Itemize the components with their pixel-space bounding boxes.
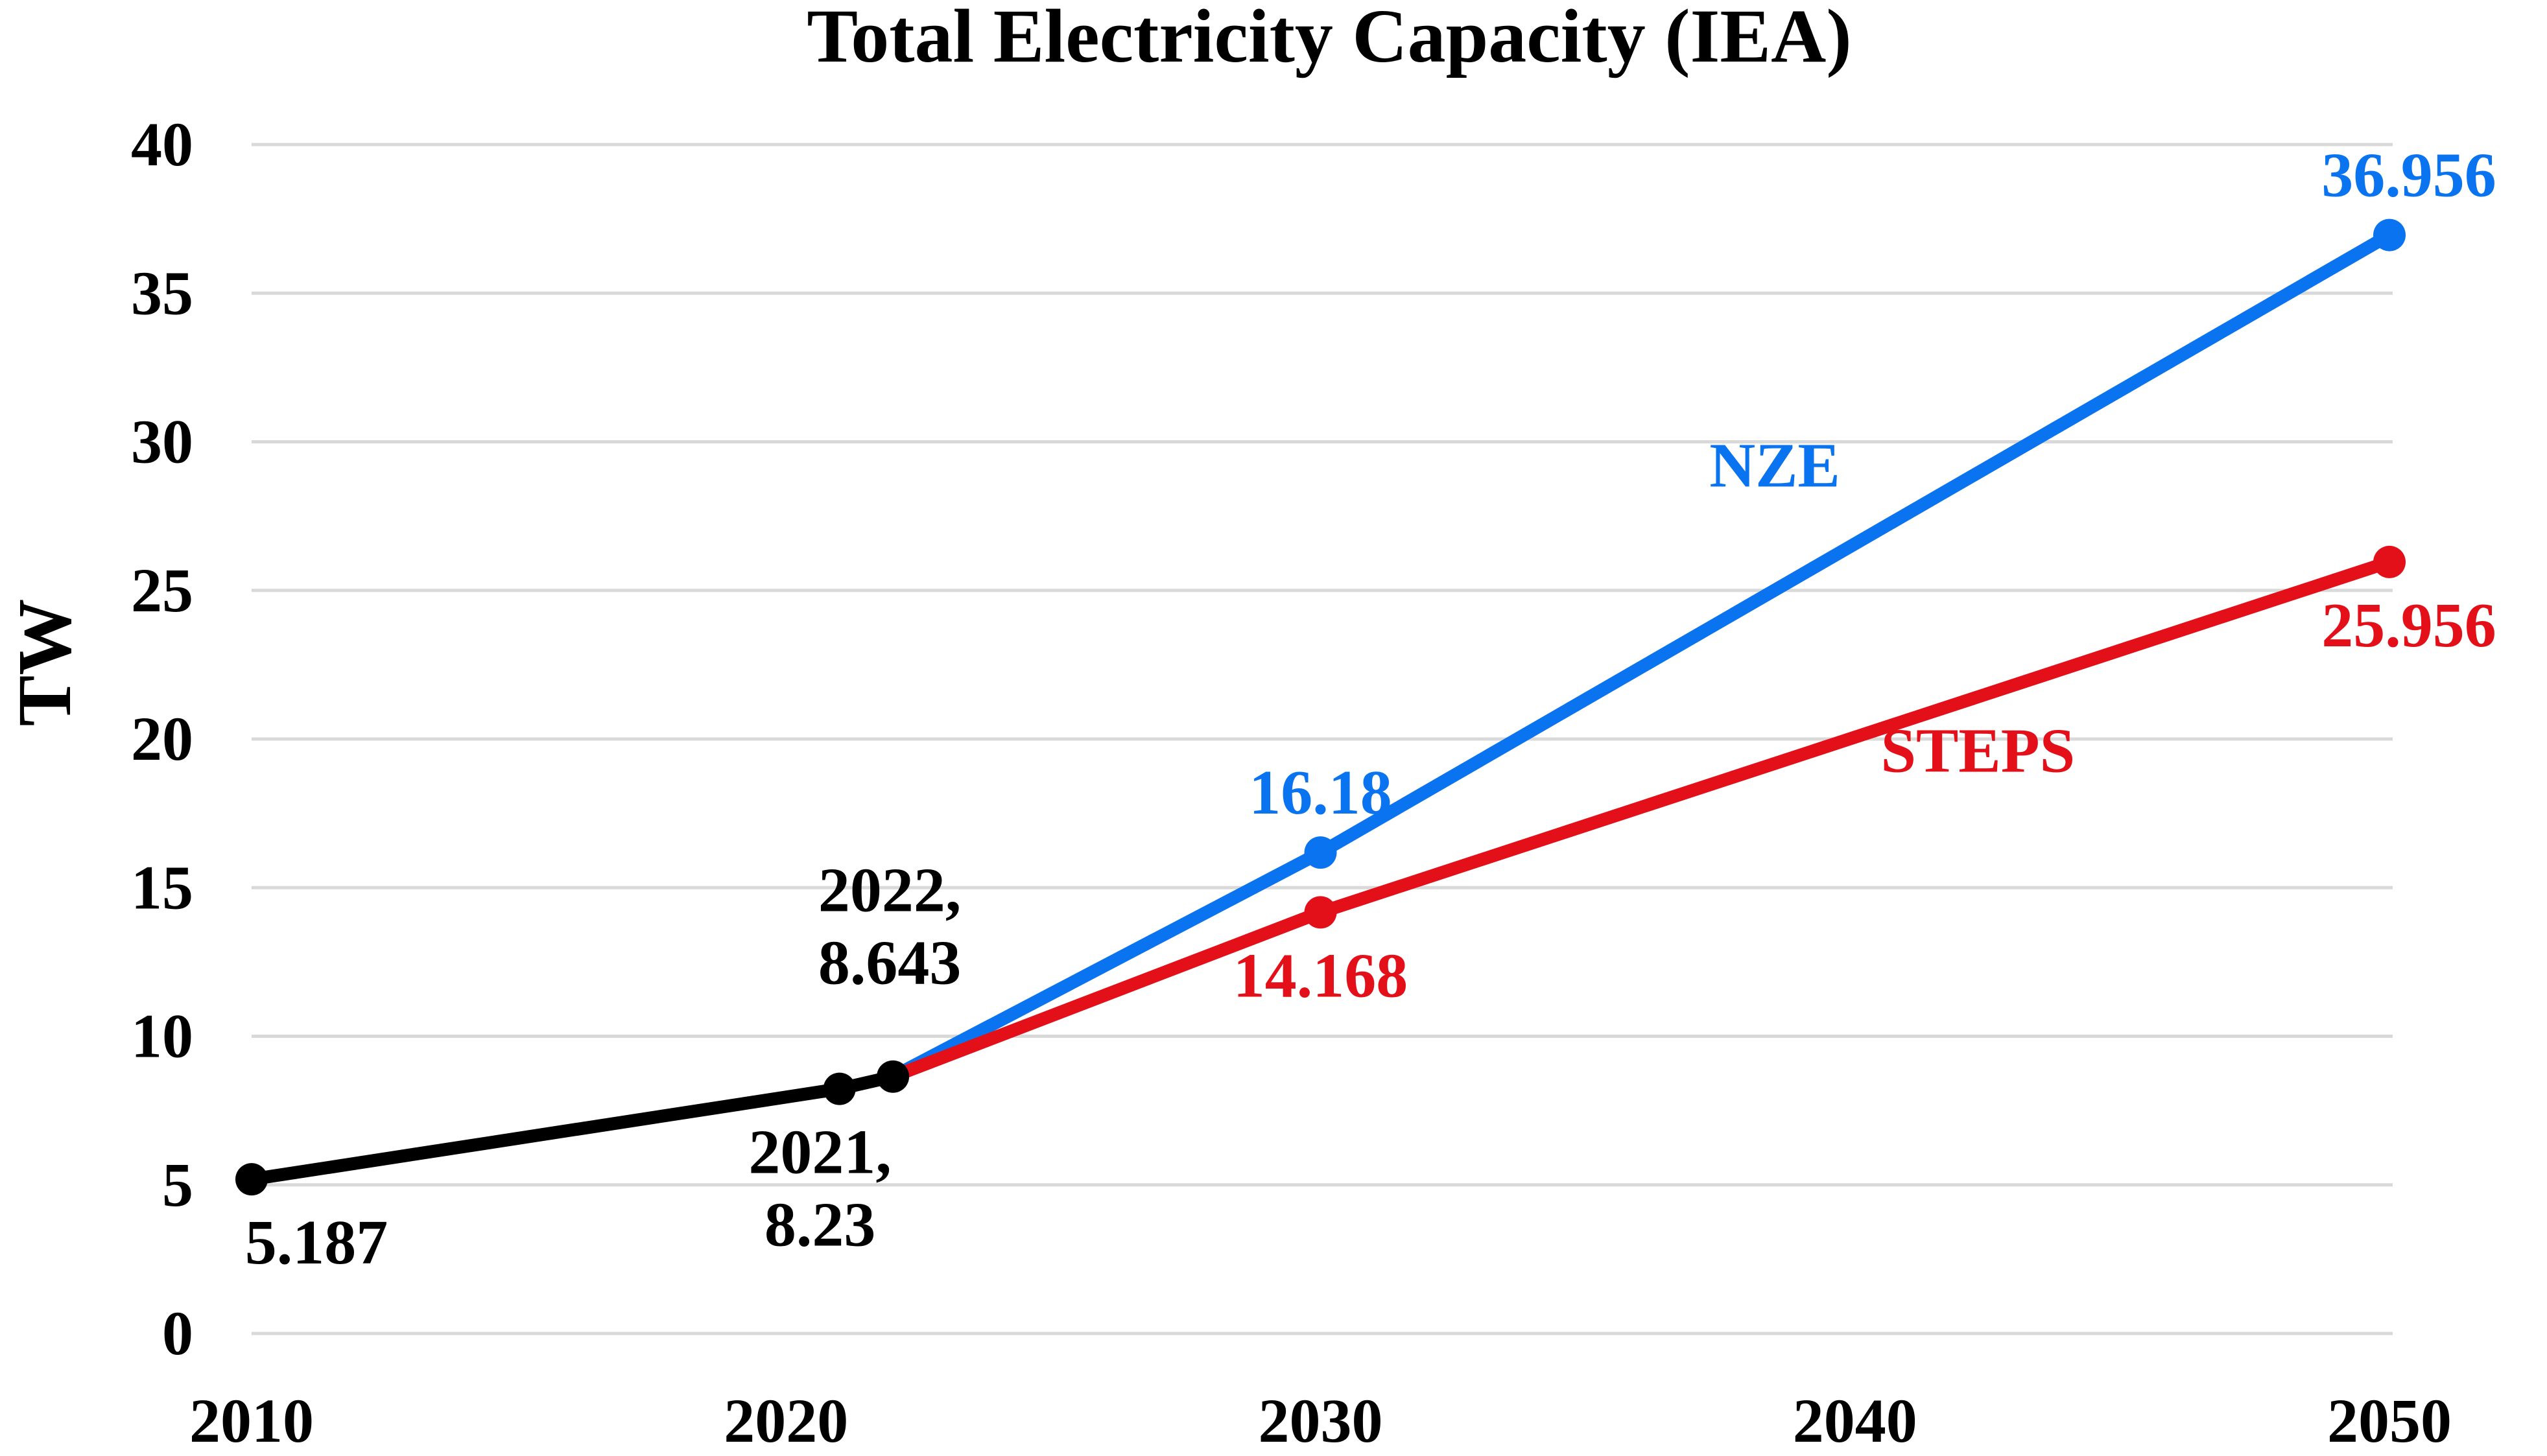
data-label: 16.18 [1249,758,1392,828]
data-label-line: 14.168 [1233,941,1408,1011]
data-point-historical [235,1163,268,1196]
data-point-historical [877,1060,910,1093]
data-label: 2022, 8.643 [818,856,962,998]
data-label-line: 5.187 [245,1208,388,1278]
y-tick-label: 20 [131,704,193,773]
y-tick-label: 30 [131,407,193,476]
series-annotation-steps: STEPS [1881,716,2076,786]
data-point-steps [1304,896,1337,929]
data-label: 14.168 [1233,941,1408,1011]
data-label-line: 25.956 [2321,591,2496,661]
data-label-line: 8.643 [818,928,962,998]
x-tick-label: 2030 [1259,1386,1383,1455]
x-tick-label: 2010 [189,1386,314,1455]
y-axis-label: TW [2,599,87,727]
data-label: 25.956 [2321,591,2496,661]
y-tick-label: 10 [131,1002,193,1071]
data-label-line: 2022, [818,856,962,926]
x-tick-label: 2040 [1793,1386,1917,1455]
data-label-line: 8.23 [764,1190,876,1260]
y-tick-label: 40 [131,110,193,179]
y-tick-label: 0 [162,1298,193,1368]
data-label-line: 2021, [748,1118,892,1188]
y-tick-label: 15 [131,852,193,922]
data-label-line: 36.956 [2321,141,2496,211]
series-line-nze [886,228,2396,1083]
chart-title: Total Electricity Capacity (IEA) [807,0,1851,78]
y-tick-label: 25 [131,556,193,625]
data-label: 2021, 8.23 [748,1118,892,1260]
data-point-historical [823,1072,856,1105]
series-line-steps [886,555,2396,1083]
x-tick-label: 2050 [2327,1386,2452,1455]
data-label: 5.187 [245,1208,388,1278]
y-tick-label: 35 [131,258,193,327]
data-point-nze [1304,836,1337,869]
data-label-line: 16.18 [1249,758,1392,828]
series-annotation-nze: NZE [1709,430,1840,500]
data-point-steps [2373,545,2406,578]
data-label: 36.956 [2321,141,2496,211]
x-tick-label: 2020 [724,1386,848,1455]
y-tick-label: 5 [162,1150,193,1219]
data-point-nze [2373,218,2406,252]
